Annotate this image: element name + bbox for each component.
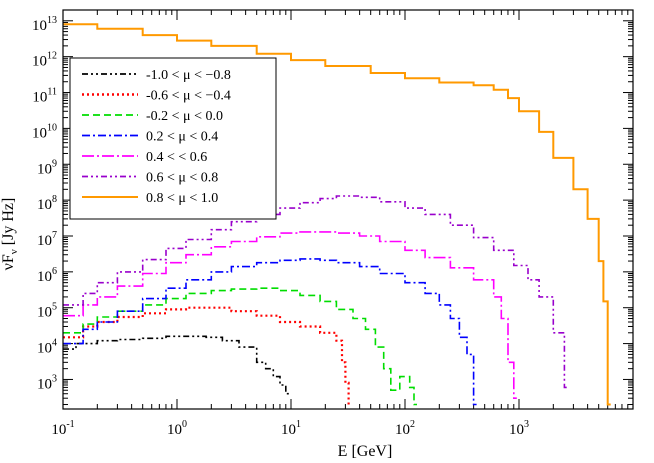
y-tick-label-exponent: 12 xyxy=(47,51,57,62)
y-axis-label-unit: [Jy Hz] xyxy=(0,198,17,250)
y-tick-label: 106 xyxy=(37,266,57,285)
series-line-0 xyxy=(63,335,289,395)
y-tick-label-exponent: 7 xyxy=(52,230,57,241)
y-tick-label-exponent: 3 xyxy=(52,373,57,384)
x-tick-label-exponent: 2 xyxy=(410,419,415,430)
y-tick-label-exponent: 9 xyxy=(52,158,57,169)
y-tick-label-base: 10 xyxy=(32,125,47,141)
series-line-6 xyxy=(63,23,611,406)
y-tick-label-base: 10 xyxy=(37,341,52,357)
y-tick-label: 1011 xyxy=(32,87,57,106)
legend-label-5: 0.6 < μ < 0.8 xyxy=(146,171,218,186)
y-tick-label-base: 10 xyxy=(37,376,52,392)
y-tick-label-base: 10 xyxy=(37,233,52,249)
y-tick-label: 109 xyxy=(37,158,57,177)
x-tick-label-exponent: -1 xyxy=(66,419,74,430)
legend-label-3: 0.2 < μ < 0.4 xyxy=(146,130,218,145)
y-tick-label-exponent: 10 xyxy=(47,122,57,133)
y-tick-label-exponent: 13 xyxy=(47,15,57,26)
y-tick-label: 1012 xyxy=(32,51,57,70)
y-tick-label-base: 10 xyxy=(37,197,52,213)
legend-items: -1.0 < μ < −0.8 -0.6 < μ < −0.4 -0.2 < μ <… xyxy=(82,68,231,206)
x-tick-label-base: 10 xyxy=(51,422,66,438)
y-tick-label-exponent: 5 xyxy=(52,302,57,313)
y-tick-label: 108 xyxy=(37,194,57,213)
axis-ticks xyxy=(62,9,633,409)
x-tick-label-base: 10 xyxy=(167,422,182,438)
x-axis-label: E [GeV] xyxy=(338,443,393,460)
y-tick-label-exponent: 8 xyxy=(52,194,57,205)
x-tick-label: 103 xyxy=(509,419,529,438)
x-tick-label: 102 xyxy=(395,419,415,438)
plot-area xyxy=(62,9,634,410)
y-axis-label: νFν [Jy Hz] xyxy=(0,198,20,271)
legend-label-6: 0.8 < μ < 1.0 xyxy=(146,191,218,206)
legend-label-0: -1.0 < μ < −0.8 xyxy=(146,68,231,83)
x-tick-label-base: 10 xyxy=(509,422,524,438)
series-line-1 xyxy=(63,306,352,406)
y-tick-label-base: 10 xyxy=(32,90,47,106)
x-tick-label-base: 10 xyxy=(395,422,410,438)
y-tick-label: 1013 xyxy=(32,15,57,34)
y-tick-label-base: 10 xyxy=(37,305,52,321)
y-tick-label: 104 xyxy=(37,338,57,357)
y-tick-label: 103 xyxy=(37,373,57,392)
y-tick-label-exponent: 11 xyxy=(47,87,57,98)
x-tick-labels: 10-1 100 101 102 103 xyxy=(51,419,529,438)
y-tick-label-base: 10 xyxy=(32,18,47,34)
y-tick-label-base: 10 xyxy=(32,54,47,70)
y-axis-label-main: νF xyxy=(0,254,17,270)
legend-label-2: -0.2 < μ < 0.0 xyxy=(146,109,223,124)
x-tick-label: 10-1 xyxy=(51,419,74,438)
legend-box xyxy=(69,57,277,220)
series-group xyxy=(63,23,611,406)
x-tick-label: 101 xyxy=(281,419,301,438)
y-tick-label-base: 10 xyxy=(37,269,52,285)
y-tick-label-base: 10 xyxy=(37,161,52,177)
y-tick-label-exponent: 4 xyxy=(52,338,57,349)
series-line-5 xyxy=(63,195,568,389)
y-tick-label: 1010 xyxy=(32,122,57,141)
y-axis-label-sub: ν xyxy=(8,249,20,254)
series-line-4 xyxy=(63,231,517,399)
legend-label-4: 0.4 < < 0.6 xyxy=(146,150,207,165)
x-tick-label: 100 xyxy=(167,419,187,438)
series-line-3 xyxy=(63,258,477,406)
legend: -1.0 < μ < −0.8 -0.6 < μ < −0.4 -0.2 < μ <… xyxy=(69,57,277,220)
y-tick-label: 105 xyxy=(37,302,57,321)
y-tick-label: 107 xyxy=(37,230,57,249)
x-tick-label-exponent: 0 xyxy=(182,419,187,430)
x-tick-label-base: 10 xyxy=(281,422,296,438)
y-tick-label-exponent: 6 xyxy=(52,266,57,277)
x-tick-label-exponent: 3 xyxy=(524,419,529,430)
legend-label-1: -0.6 < μ < −0.4 xyxy=(146,89,231,104)
x-tick-label-exponent: 1 xyxy=(296,419,301,430)
